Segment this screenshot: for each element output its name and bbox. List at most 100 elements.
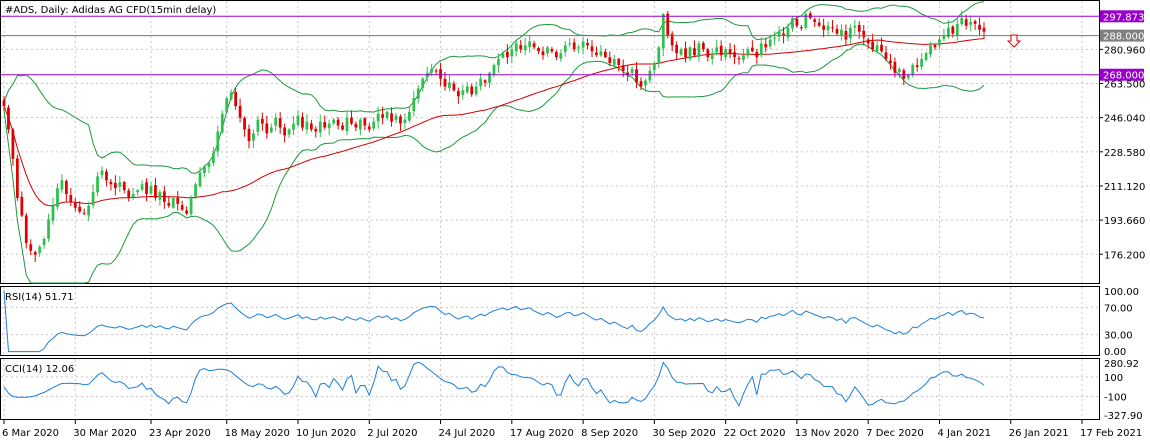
candle [813, 17, 817, 27]
candle [341, 122, 344, 131]
candle [403, 113, 407, 129]
candle [586, 38, 589, 50]
candle [2, 95, 6, 111]
candle [960, 10, 964, 27]
rsi-label: RSI(14) 51.71 [5, 292, 74, 303]
candle [149, 182, 153, 196]
candle [354, 121, 358, 132]
candle [412, 90, 416, 117]
price-level-label: 297.873 [1103, 12, 1144, 23]
current-price-label: 288.000 [1103, 32, 1144, 43]
candle [15, 154, 19, 201]
candle [973, 19, 977, 30]
candle [599, 45, 603, 57]
candle [817, 18, 821, 28]
price-level-label: 268.000 [1103, 71, 1144, 82]
candle [283, 123, 287, 143]
candle [434, 68, 438, 75]
candle [893, 57, 897, 78]
time-tick-label: 13 Nov 2020 [795, 428, 859, 439]
candle [20, 191, 24, 218]
cci-tick-label: 280.92 [1104, 359, 1139, 370]
cci-tick-label: -100 [1104, 393, 1127, 404]
candle [269, 123, 273, 134]
candle [243, 116, 246, 137]
candle [733, 44, 736, 65]
grid [1, 1, 1099, 419]
candle [719, 40, 723, 61]
candle [880, 37, 883, 53]
candle [866, 37, 870, 49]
price-levels: 297.873 268.000 288.000 [1, 10, 1144, 82]
candle [897, 67, 901, 79]
candle [56, 183, 59, 211]
candle [848, 24, 852, 44]
candle [514, 40, 518, 57]
axes: 176.200 193.660 211.120 228.580 246.040 263.5… [2, 45, 1145, 439]
candle [381, 106, 385, 125]
candle [131, 187, 135, 201]
price-tick-label: 211.120 [1104, 182, 1145, 193]
candle [11, 127, 15, 166]
candle [327, 119, 331, 136]
candle [871, 33, 875, 53]
price-level-tag [1100, 68, 1144, 81]
candle [626, 64, 630, 82]
candle [652, 61, 656, 75]
candle [764, 38, 768, 53]
bollinger-upper [3, 1, 985, 174]
time-tick-label: 23 Apr 2020 [149, 428, 211, 439]
candle [479, 73, 483, 91]
candle [675, 41, 679, 60]
candle [519, 39, 523, 53]
candle [140, 180, 144, 192]
candle [929, 41, 932, 58]
candle [831, 20, 834, 33]
time-tick-label: 18 May 2020 [225, 428, 290, 439]
candle [470, 83, 474, 97]
candle [265, 115, 269, 139]
candle [742, 48, 745, 64]
candle [933, 44, 937, 50]
candle [822, 18, 826, 38]
candle [550, 47, 554, 54]
candle [314, 126, 318, 138]
candle [644, 78, 647, 92]
candle [657, 45, 661, 68]
candle [247, 124, 251, 149]
time-tick-label: 30 Mar 2020 [73, 428, 136, 439]
candle [323, 115, 327, 130]
candle [113, 175, 117, 196]
candle [332, 118, 336, 126]
candle [100, 166, 104, 180]
candle [171, 196, 175, 209]
candle [194, 182, 197, 199]
down-arrow-icon [1006, 34, 1022, 48]
candle [274, 112, 278, 132]
candle [225, 96, 229, 114]
candle [407, 106, 411, 123]
candle [345, 111, 349, 136]
rsi-line [3, 290, 985, 353]
candle [394, 112, 398, 124]
rsi-indicator [3, 290, 985, 353]
candle [96, 172, 99, 197]
candle [220, 110, 224, 134]
candle [688, 46, 692, 62]
rsi-tick-label: 100.00 [1104, 287, 1139, 298]
cci-line [3, 361, 985, 408]
candle [260, 112, 264, 131]
candle [185, 206, 189, 215]
candle [234, 87, 238, 110]
rsi-tick-label: 70.00 [1104, 303, 1133, 314]
candle [448, 75, 451, 92]
candle [608, 51, 612, 67]
candle [278, 112, 282, 134]
candle [176, 191, 180, 211]
candle [305, 114, 309, 134]
candle [706, 47, 710, 62]
candle [554, 50, 558, 61]
time-tick-label: 7 Dec 2020 [866, 428, 924, 439]
